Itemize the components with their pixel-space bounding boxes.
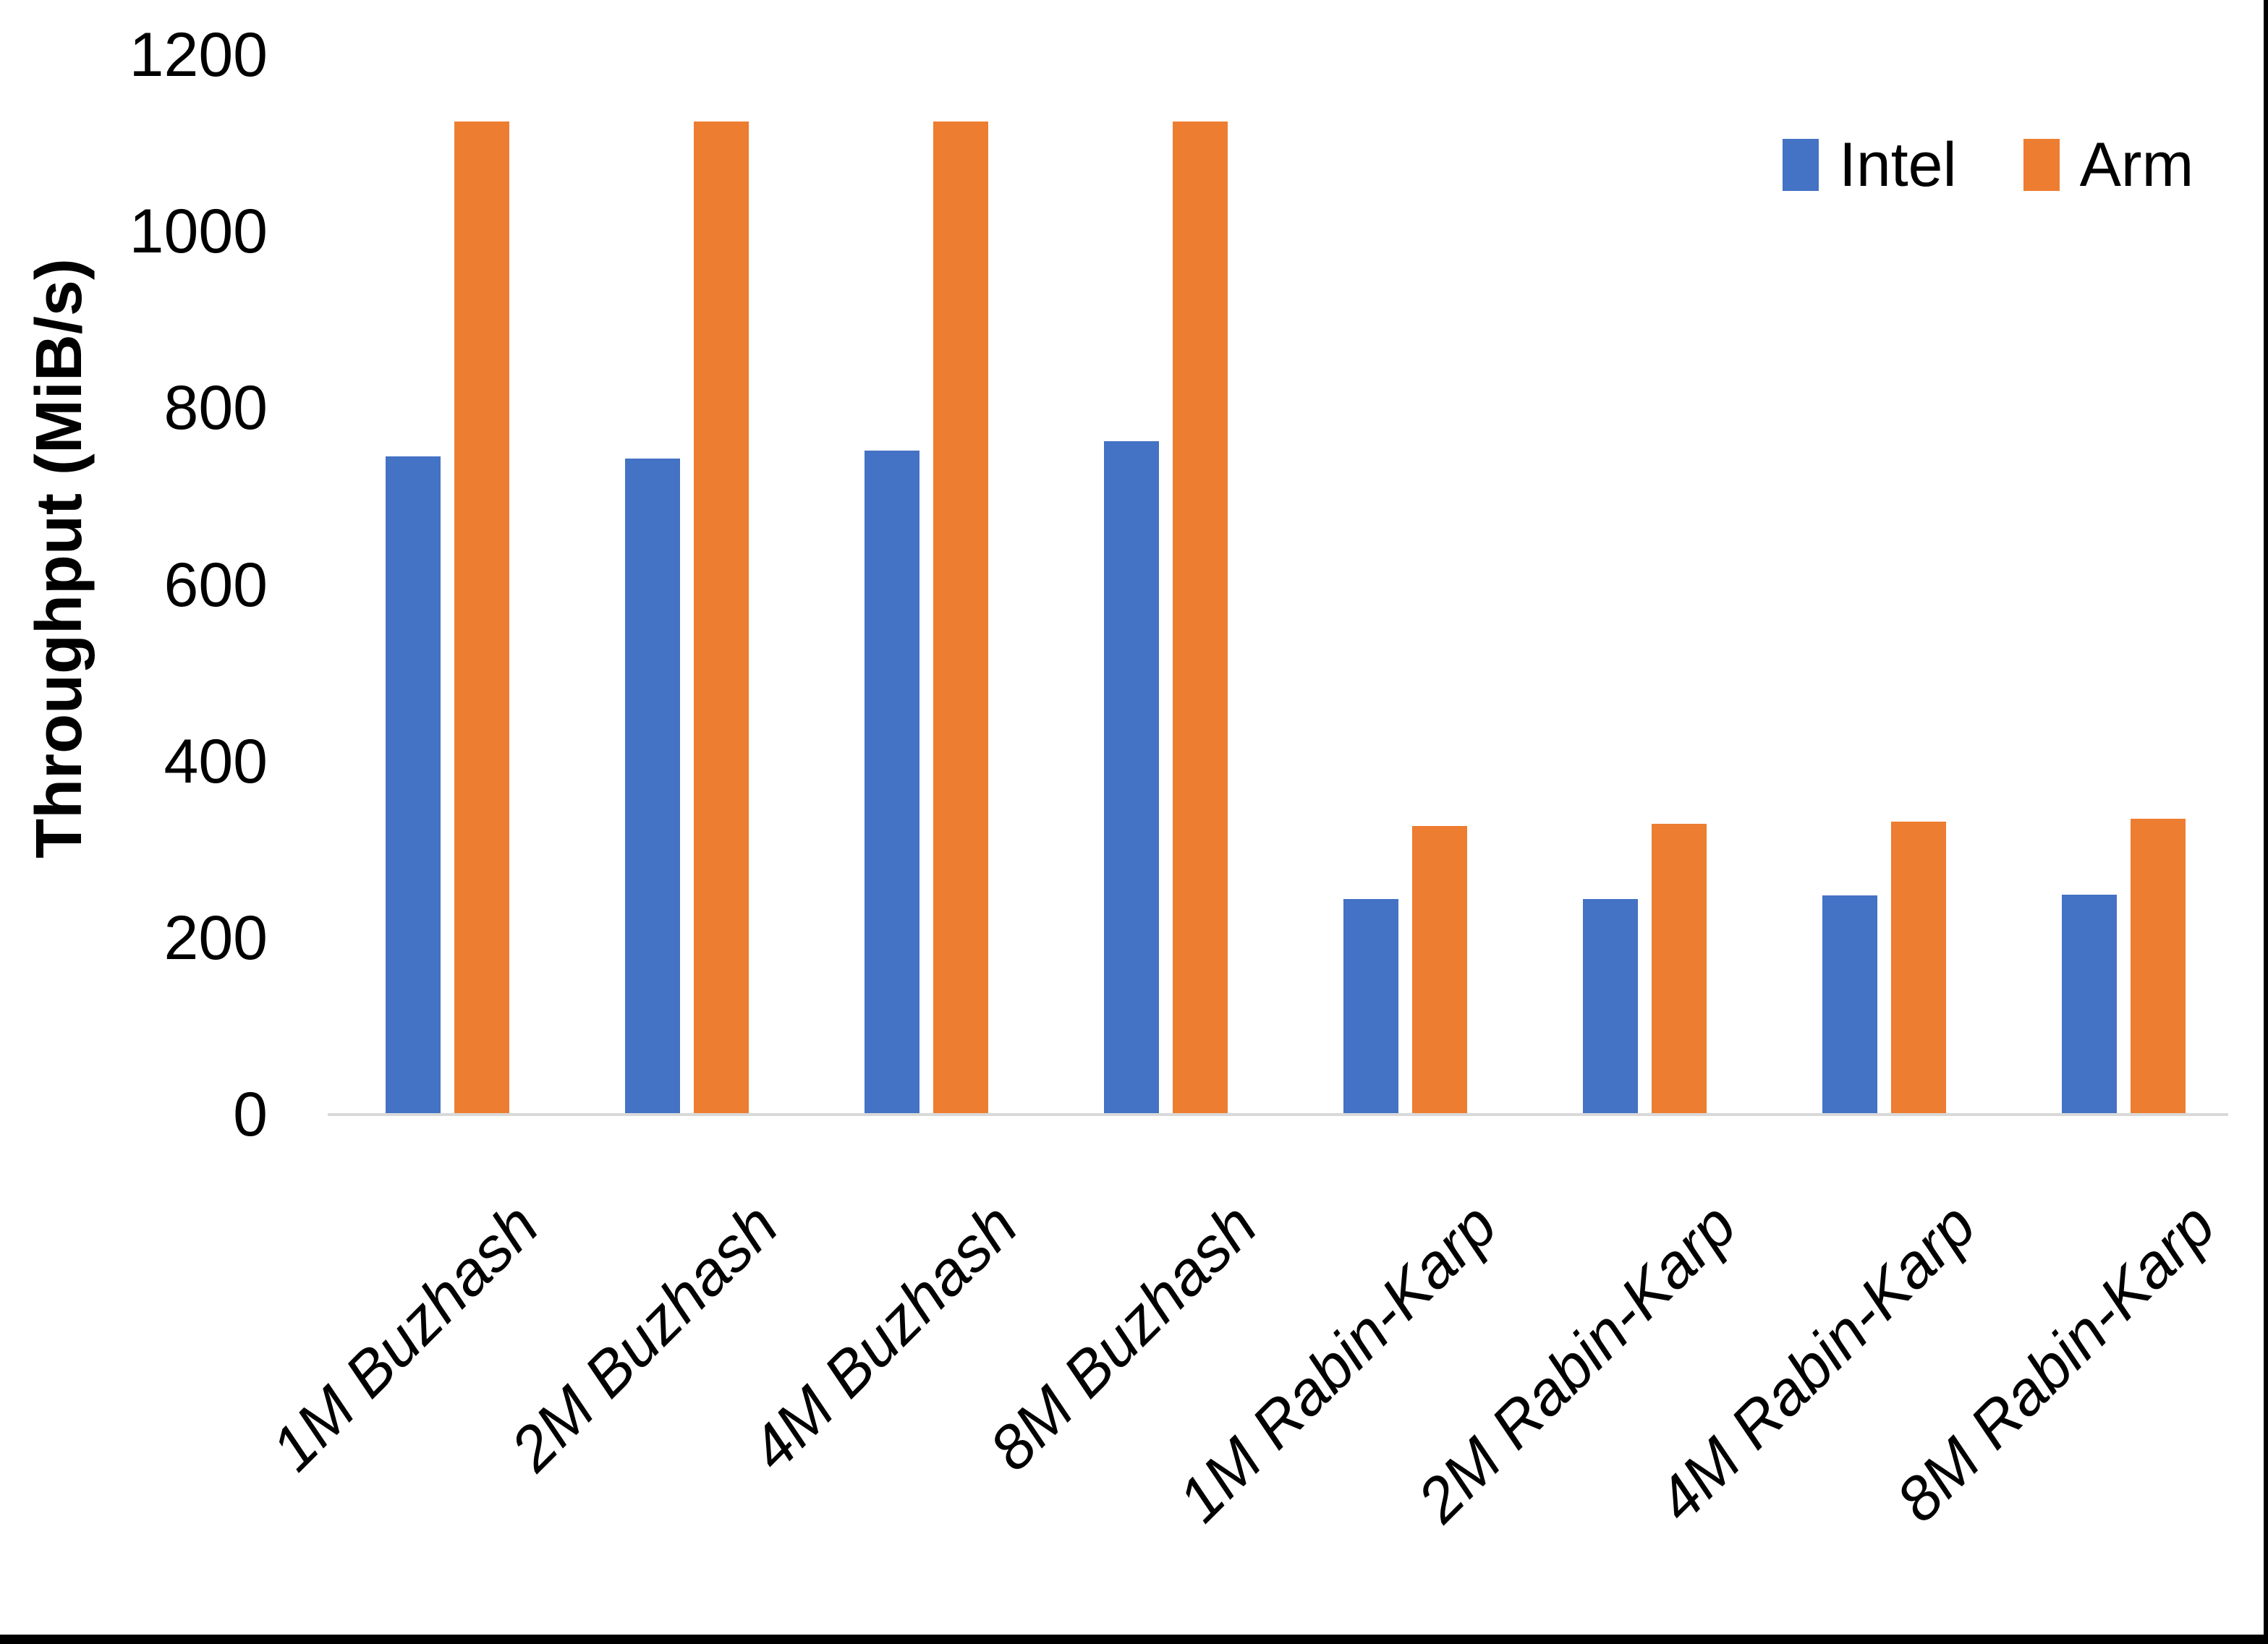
- legend-swatch-intel: [1783, 139, 1819, 191]
- bar-intel-1: [386, 456, 441, 1115]
- y-tick-label: 1000: [129, 197, 268, 267]
- bar-arm-6: [1652, 824, 1707, 1115]
- y-tick-label: 1200: [129, 20, 268, 90]
- bar-arm-1: [454, 122, 509, 1115]
- bar-arm-7: [1891, 822, 1946, 1115]
- y-tick-label: 0: [233, 1080, 268, 1149]
- y-tick-label: 600: [163, 550, 268, 620]
- bar-intel-2: [625, 459, 680, 1115]
- legend-swatch-arm: [2023, 139, 2060, 191]
- legend-item-intel: Intel: [1783, 133, 1957, 197]
- bottom-edge-strip: [0, 1635, 2268, 1644]
- right-edge-strip: [2264, 0, 2268, 1644]
- y-tick-label: 200: [163, 903, 268, 973]
- bar-arm-4: [1173, 122, 1228, 1115]
- bar-intel-8: [2062, 895, 2117, 1115]
- bar-arm-2: [694, 122, 749, 1115]
- bar-intel-5: [1343, 899, 1398, 1115]
- bar-intel-7: [1822, 895, 1877, 1115]
- legend-label: Intel: [1839, 130, 1957, 200]
- y-tick-label: 800: [163, 373, 268, 443]
- bar-arm-8: [2131, 819, 2186, 1115]
- y-tick-label: 400: [163, 726, 268, 796]
- bar-intel-3: [865, 451, 919, 1115]
- legend-item-arm: Arm: [2023, 130, 2194, 200]
- x-axis-line: [328, 1113, 2228, 1116]
- bar-intel-6: [1583, 899, 1638, 1115]
- legend-label: Arm: [2079, 130, 2194, 200]
- bar-arm-3: [933, 122, 988, 1115]
- bar-intel-4: [1104, 441, 1159, 1115]
- bar-arm-5: [1412, 826, 1467, 1115]
- legend: Intel Arm: [1783, 133, 2193, 197]
